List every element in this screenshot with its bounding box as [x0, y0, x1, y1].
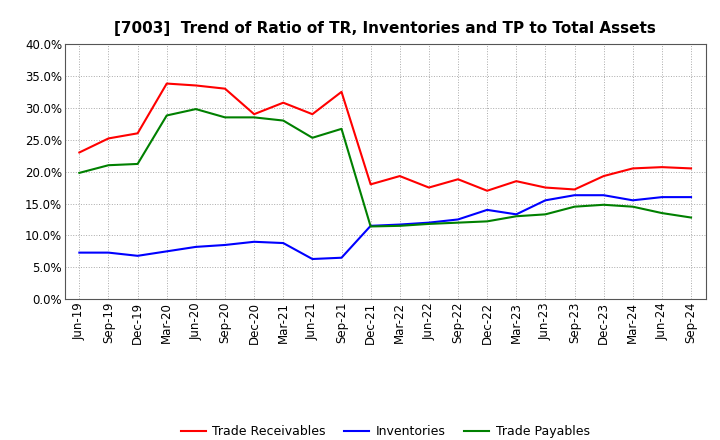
Trade Payables — [337, 126, 346, 132]
Inventories — [220, 242, 229, 248]
Trade Receivables — [425, 185, 433, 190]
Trade Receivables — [75, 150, 84, 155]
Trade Receivables — [599, 173, 608, 179]
Trade Payables — [395, 223, 404, 228]
Inventories — [308, 257, 317, 262]
Trade Receivables — [687, 166, 696, 171]
Inventories — [425, 220, 433, 225]
Trade Payables — [250, 115, 258, 120]
Inventories — [279, 240, 287, 246]
Trade Receivables — [454, 176, 462, 182]
Trade Receivables — [308, 111, 317, 117]
Trade Payables — [220, 115, 229, 120]
Inventories — [133, 253, 142, 258]
Trade Payables — [657, 210, 666, 216]
Trade Payables — [133, 161, 142, 167]
Inventories — [687, 194, 696, 200]
Trade Receivables — [483, 188, 492, 193]
Inventories — [599, 193, 608, 198]
Trade Payables — [366, 224, 375, 229]
Trade Payables — [570, 204, 579, 209]
Trade Payables — [483, 219, 492, 224]
Trade Payables — [104, 162, 113, 168]
Trade Receivables — [163, 81, 171, 86]
Trade Receivables — [279, 100, 287, 105]
Trade Receivables — [133, 131, 142, 136]
Trade Receivables — [629, 166, 637, 171]
Trade Receivables — [512, 179, 521, 184]
Trade Receivables — [657, 165, 666, 170]
Trade Payables — [425, 221, 433, 227]
Inventories — [104, 250, 113, 255]
Inventories — [395, 222, 404, 227]
Inventories — [192, 244, 200, 249]
Trade Receivables — [395, 173, 404, 179]
Inventories — [629, 198, 637, 203]
Inventories — [512, 212, 521, 217]
Trade Payables — [192, 106, 200, 112]
Trade Receivables — [104, 136, 113, 141]
Trade Receivables — [570, 187, 579, 192]
Inventories — [541, 198, 550, 203]
Line: Inventories: Inventories — [79, 195, 691, 259]
Inventories — [75, 250, 84, 255]
Title: [7003]  Trend of Ratio of TR, Inventories and TP to Total Assets: [7003] Trend of Ratio of TR, Inventories… — [114, 21, 656, 36]
Trade Payables — [512, 214, 521, 219]
Trade Payables — [308, 135, 317, 140]
Trade Payables — [629, 204, 637, 209]
Trade Payables — [454, 220, 462, 225]
Inventories — [657, 194, 666, 200]
Line: Trade Receivables: Trade Receivables — [79, 84, 691, 191]
Trade Receivables — [541, 185, 550, 190]
Inventories — [454, 217, 462, 222]
Inventories — [483, 207, 492, 213]
Trade Receivables — [366, 182, 375, 187]
Inventories — [163, 249, 171, 254]
Trade Payables — [687, 215, 696, 220]
Trade Receivables — [192, 83, 200, 88]
Line: Trade Payables: Trade Payables — [79, 109, 691, 227]
Trade Receivables — [250, 111, 258, 117]
Trade Payables — [75, 170, 84, 176]
Inventories — [366, 223, 375, 228]
Inventories — [250, 239, 258, 245]
Inventories — [337, 255, 346, 260]
Inventories — [570, 193, 579, 198]
Trade Payables — [599, 202, 608, 207]
Trade Receivables — [337, 89, 346, 95]
Legend: Trade Receivables, Inventories, Trade Payables: Trade Receivables, Inventories, Trade Pa… — [176, 420, 595, 440]
Trade Payables — [163, 113, 171, 118]
Trade Payables — [541, 212, 550, 217]
Trade Payables — [279, 118, 287, 123]
Trade Receivables — [220, 86, 229, 92]
